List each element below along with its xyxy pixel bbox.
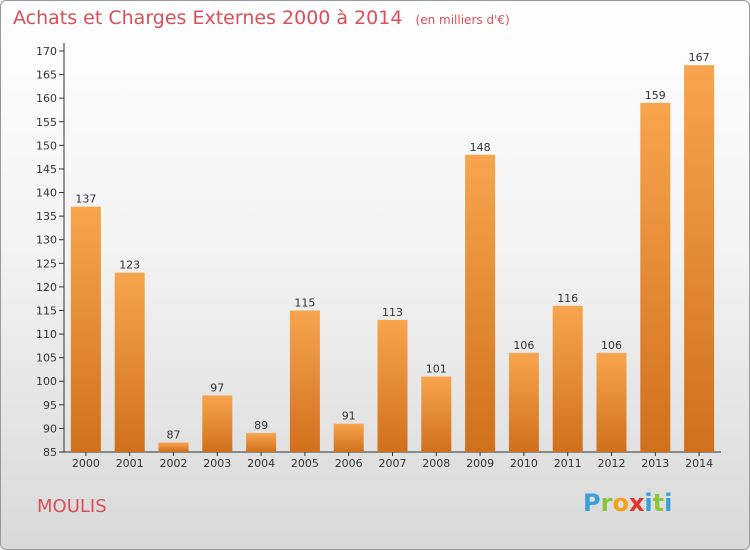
- chart-bars: [70, 65, 715, 453]
- commune-name: MOULIS: [37, 496, 107, 517]
- y-tick-label: 150: [36, 139, 57, 152]
- bar-2010: [508, 352, 539, 452]
- chart-value-labels: 137 123 87 97 89 115 91 113 101 148 106 116 106 159 16…: [75, 51, 709, 441]
- y-tick-label: 165: [36, 69, 57, 82]
- logo-letter: i: [664, 489, 673, 517]
- logo-letter: o: [612, 489, 629, 517]
- data-label: 91: [342, 410, 356, 423]
- x-tick-label: 2004: [247, 457, 275, 470]
- y-tick-label: 155: [36, 116, 57, 129]
- chart-title-text: Achats et Charges Externes 2000 à 2014: [13, 7, 403, 29]
- bar-2001: [114, 272, 145, 452]
- x-tick-label: 2012: [598, 457, 626, 470]
- x-tick-label: 2000: [72, 457, 100, 470]
- x-tick-label: 2005: [291, 457, 319, 470]
- x-tick-label: 2001: [116, 457, 144, 470]
- bar-2003: [202, 395, 233, 452]
- bar-2013: [640, 102, 671, 453]
- bar-2014: [684, 65, 715, 452]
- data-label: 115: [294, 296, 315, 309]
- data-label: 116: [557, 292, 578, 305]
- y-tick-label: 120: [36, 281, 57, 294]
- y-tick-label: 100: [36, 375, 57, 388]
- bar-2011: [552, 305, 583, 452]
- data-label: 148: [470, 141, 491, 154]
- data-label: 97: [210, 381, 224, 394]
- bar-2006: [333, 423, 364, 452]
- y-tick-label: 130: [36, 234, 57, 247]
- data-label: 159: [645, 89, 666, 102]
- logo-letter: P: [583, 489, 601, 517]
- bar-2009: [465, 154, 496, 452]
- x-tick-label: 2013: [641, 457, 669, 470]
- x-tick-label: 2007: [379, 457, 407, 470]
- x-tick-label: 2014: [685, 457, 713, 470]
- x-tick-label: 2002: [160, 457, 188, 470]
- data-label: 89: [254, 419, 268, 432]
- x-tick-label: 2009: [466, 457, 494, 470]
- data-label: 113: [382, 306, 403, 319]
- bar-2007: [377, 319, 408, 452]
- y-tick-label: 145: [36, 163, 57, 176]
- data-label: 106: [513, 339, 534, 352]
- bar-2005: [289, 310, 320, 452]
- chart-unit-note: (en milliers d'€): [415, 13, 510, 27]
- y-tick-label: 140: [36, 187, 57, 200]
- bar-2000: [70, 206, 101, 452]
- y-tick-label: 105: [36, 352, 57, 365]
- x-tick-label: 2011: [554, 457, 582, 470]
- data-label: 101: [426, 363, 447, 376]
- bar-2004: [246, 433, 277, 452]
- y-tick-label: 115: [36, 304, 57, 317]
- data-label: 167: [689, 51, 710, 64]
- data-label: 137: [75, 193, 96, 206]
- data-label: 106: [601, 339, 622, 352]
- y-tick-label: 90: [43, 422, 57, 435]
- logo-letter: x: [628, 489, 645, 517]
- bar-2012: [596, 352, 627, 452]
- x-tick-label: 2008: [422, 457, 450, 470]
- x-tick-label: 2010: [510, 457, 538, 470]
- bar-2002: [158, 442, 189, 452]
- data-label: 123: [119, 259, 140, 272]
- y-tick-label: 110: [36, 328, 57, 341]
- y-tick-label: 95: [43, 399, 57, 412]
- bar-2008: [421, 376, 452, 452]
- y-tick-label: 135: [36, 210, 57, 223]
- logo-letter: r: [600, 489, 613, 517]
- logo-letter: t: [652, 489, 665, 517]
- logo-letter: i: [644, 489, 653, 517]
- y-tick-label: 125: [36, 257, 57, 270]
- y-tick-label: 160: [36, 92, 57, 105]
- proxiti-logo: Proxiti: [583, 489, 672, 517]
- y-tick-label: 85: [43, 446, 57, 459]
- x-tick-label: 2006: [335, 457, 363, 470]
- y-tick-label: 170: [36, 45, 57, 58]
- x-tick-label: 2003: [203, 457, 231, 470]
- data-label: 87: [167, 429, 181, 442]
- chart-title: Achats et Charges Externes 2000 à 2014 (…: [13, 7, 510, 29]
